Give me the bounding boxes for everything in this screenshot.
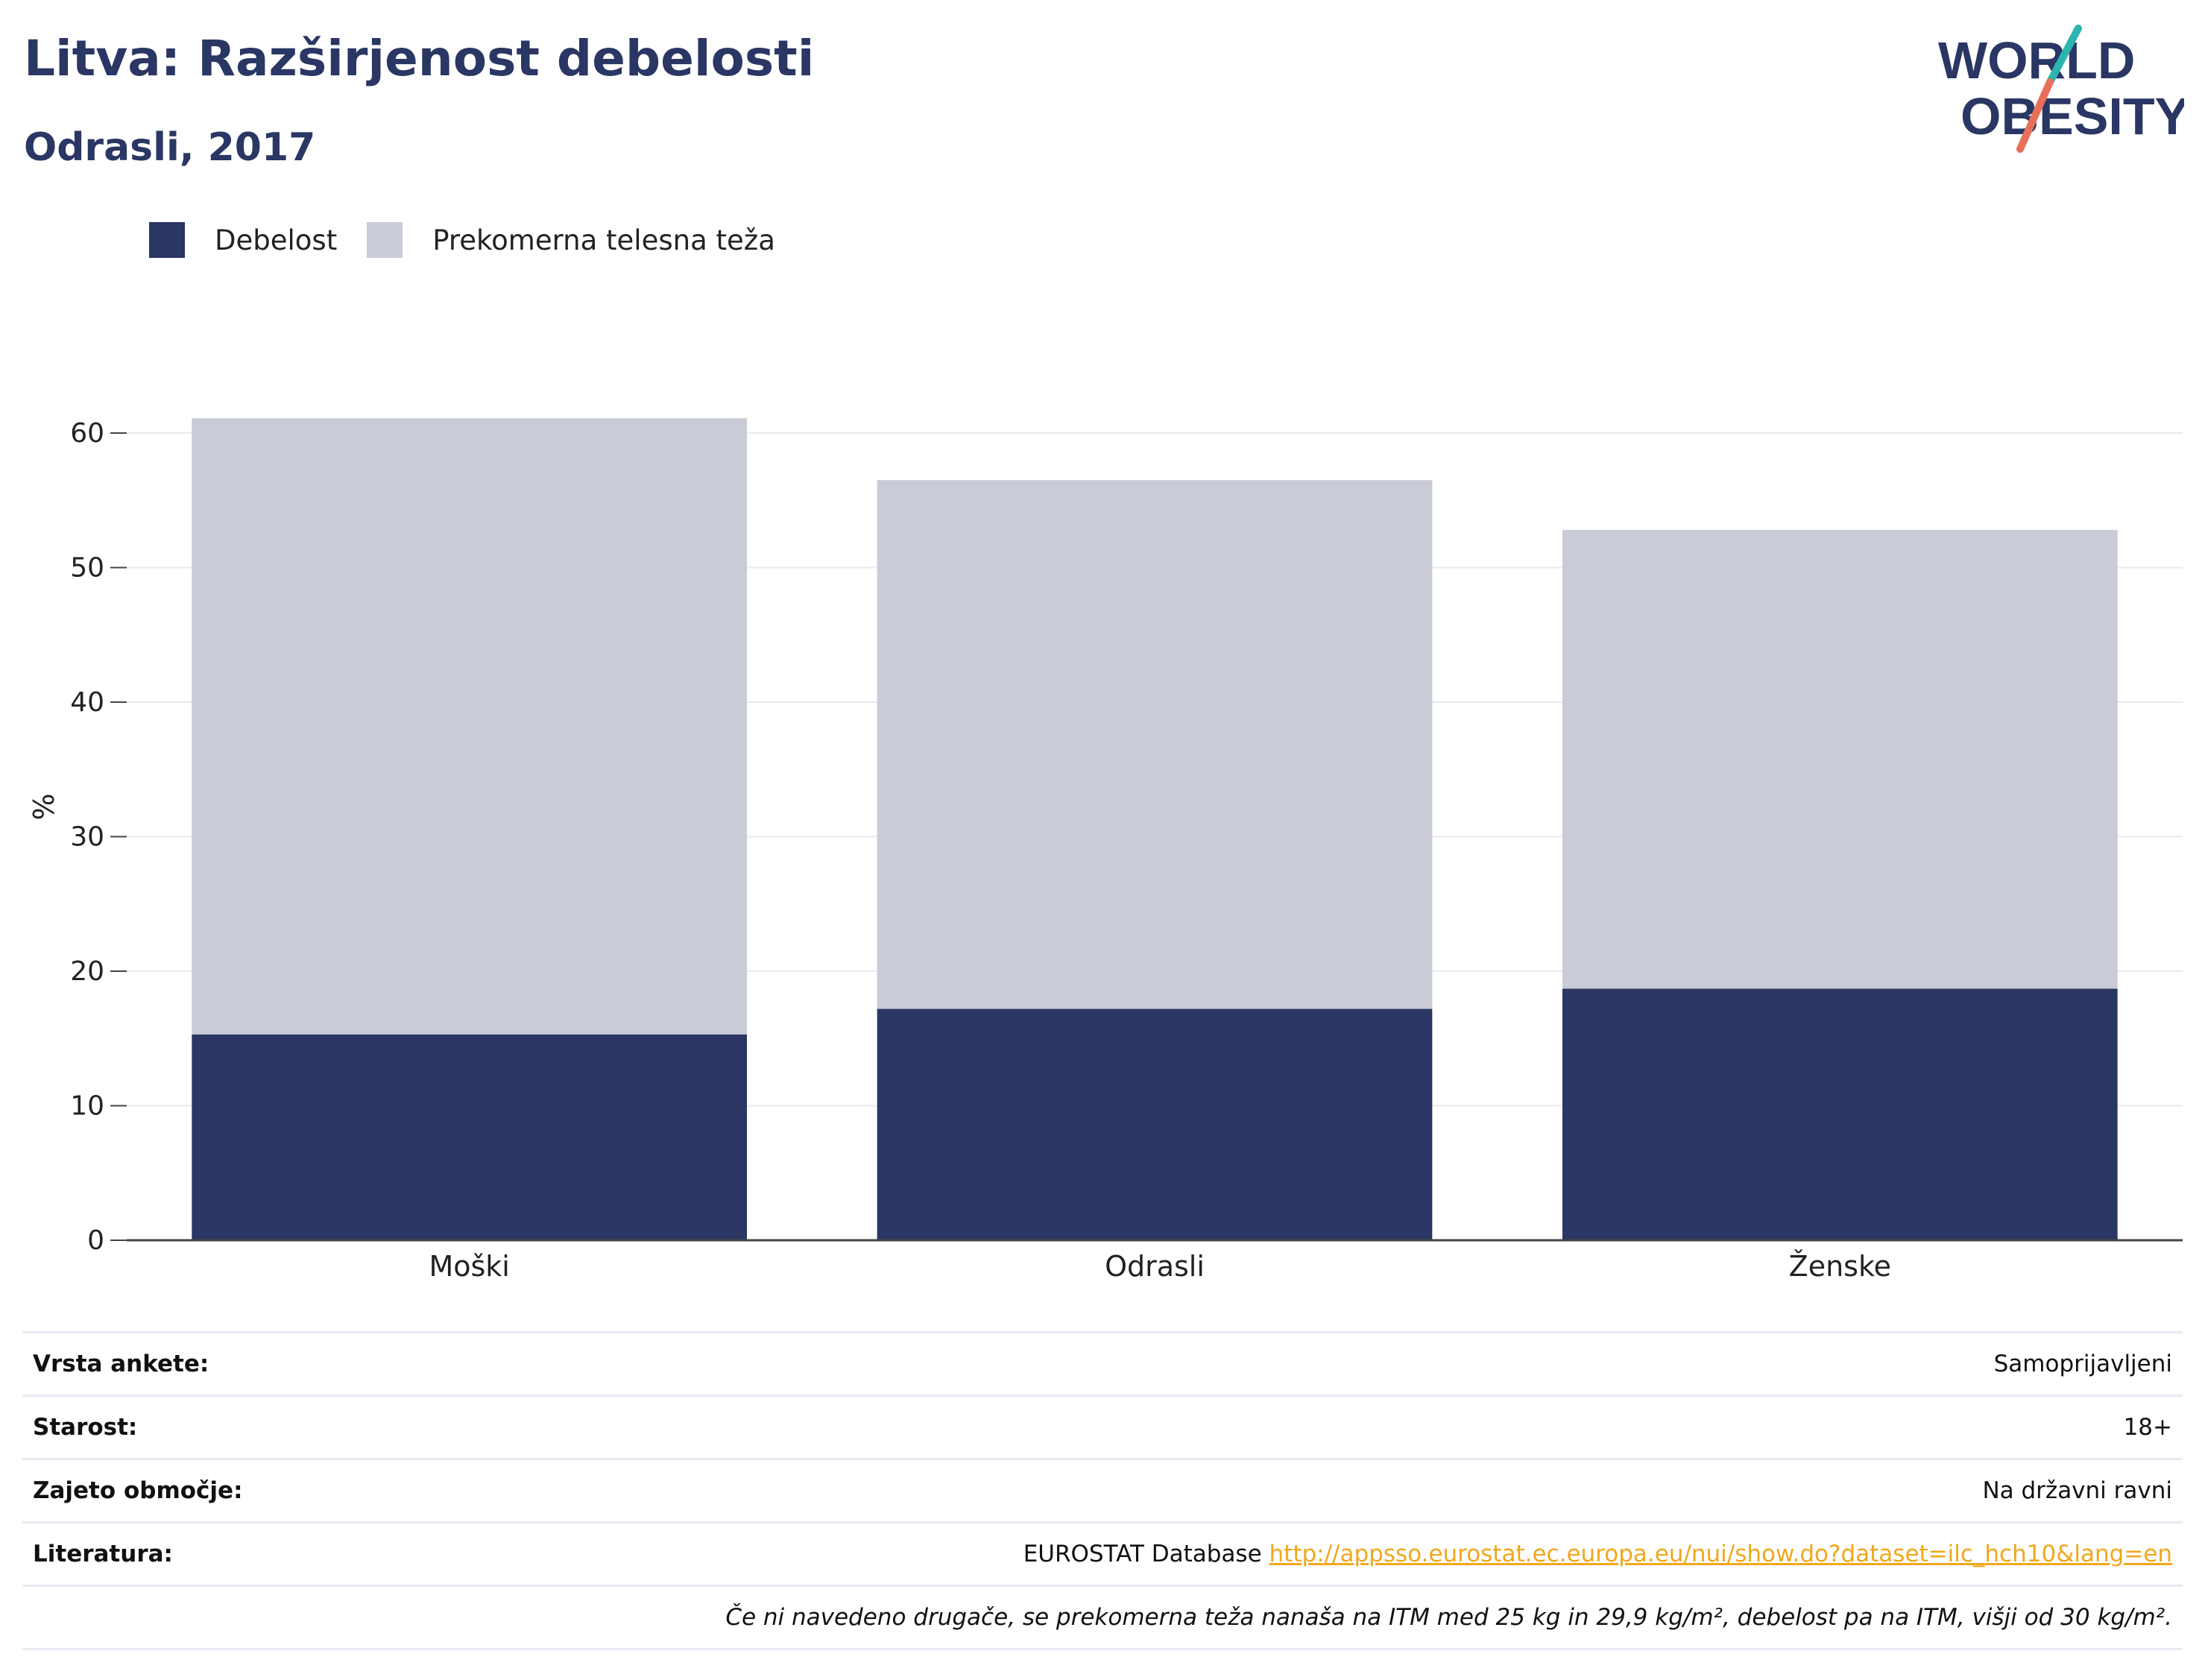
legend-item-debelost[interactable]: Debelost: [149, 222, 337, 258]
legend-label-prekomerna: Prekomerna telesna teža: [432, 224, 775, 256]
info-row-footnote: Če ni navedeno drugače, se prekomerna te…: [22, 1585, 2183, 1650]
y-tick-label: 10: [70, 1091, 104, 1122]
source-value: EUROSTAT Database http://appsso.eurostat…: [378, 1521, 2183, 1586]
info-value: Na državni ravni: [378, 1458, 2183, 1523]
legend-item-prekomerna[interactable]: Prekomerna telesna teža: [367, 222, 775, 258]
y-tick-label: 20: [70, 956, 104, 987]
logo-slash-bottom: [2016, 78, 2054, 153]
source-text: EUROSTAT Database: [1023, 1541, 1269, 1567]
y-tick-label: 50: [70, 553, 104, 584]
y-tick-label: 60: [70, 418, 104, 449]
info-label: Starost:: [22, 1395, 379, 1459]
bar-debelost-1: [877, 1008, 1433, 1240]
y-tick-label: 30: [70, 822, 104, 853]
bar-debelost-0: [192, 1034, 747, 1240]
chart-legend: Debelost Prekomerna telesna teža: [149, 222, 805, 258]
x-category-label: Ženske: [1789, 1250, 1891, 1283]
bar-prekomerna-0: [192, 418, 747, 1035]
chart-title: Litva: Razširjenost debelosti: [24, 30, 815, 87]
logo-line2: OBESITY: [1960, 87, 2184, 145]
bar-prekomerna-1: [877, 480, 1433, 1009]
chart-subtitle: Odrasli, 2017: [24, 125, 316, 170]
legend-label-debelost: Debelost: [215, 224, 338, 256]
bar-debelost-2: [1562, 988, 2118, 1240]
info-value: 18+: [378, 1395, 2183, 1459]
y-axis-label: %: [28, 793, 60, 820]
footnote: Če ni navedeno drugače, se prekomerna te…: [22, 1585, 2183, 1650]
y-tick-label: 0: [87, 1225, 104, 1256]
info-row-source: Literatura: EUROSTAT Database http://app…: [22, 1521, 2183, 1586]
stacked-bar-chart: 0 10 20 30 40 50 60% Moški Odrasli Ženske: [28, 418, 2183, 1283]
info-label: Zajeto območje:: [22, 1458, 379, 1523]
x-category-label: Moški: [429, 1250, 509, 1283]
x-category-label: Odrasli: [1105, 1250, 1205, 1283]
source-label: Literatura:: [22, 1521, 379, 1586]
info-row: Vrsta ankete: Samoprijavljeni: [22, 1331, 2183, 1396]
info-label: Vrsta ankete:: [22, 1331, 379, 1396]
info-row: Starost: 18+: [22, 1395, 2183, 1459]
info-row: Zajeto območje: Na državni ravni: [22, 1458, 2183, 1523]
info-value: Samoprijavljeni: [378, 1331, 2183, 1396]
logo-line1: WORLD: [1938, 31, 2135, 89]
bar-prekomerna-2: [1562, 529, 2118, 989]
source-link[interactable]: http://appsso.eurostat.ec.europa.eu/nui/…: [1269, 1541, 2172, 1567]
y-tick-label: 40: [70, 687, 104, 718]
logo-slash-top: [2046, 25, 2082, 86]
legend-swatch-debelost: [149, 222, 185, 258]
info-table: Vrsta ankete: Samoprijavljeni Starost: 1…: [22, 1331, 2183, 1650]
legend-swatch-prekomerna: [367, 222, 403, 258]
world-obesity-logo: WORLD OBESITY: [1938, 25, 2184, 153]
